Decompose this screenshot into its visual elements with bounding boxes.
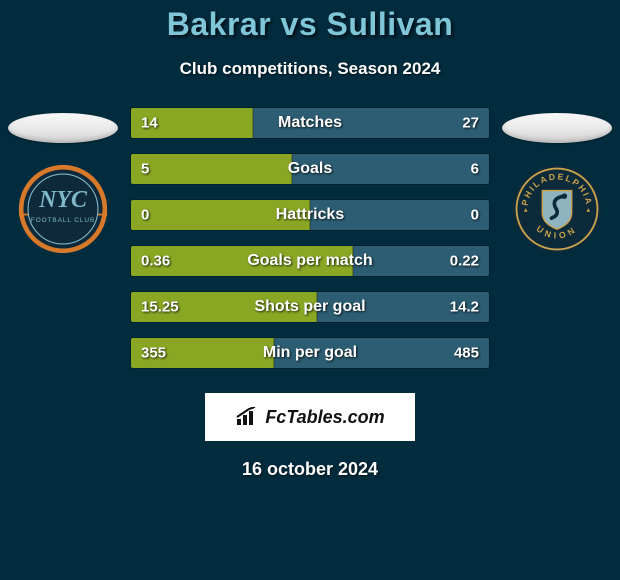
player-ellipse-left [8, 113, 118, 143]
player-ellipse-right [502, 113, 612, 143]
metric-row: 0.360.22Goals per match [130, 245, 490, 277]
right-player-column: PHILADELPHIA UNION [498, 107, 616, 255]
metric-row: 00Hattricks [130, 199, 490, 231]
metric-label: Goals [131, 160, 489, 178]
brand-text: FcTables.com [265, 407, 384, 428]
metric-label: Min per goal [131, 344, 489, 362]
crest-left-subtext: FOOTBALL CLUB [31, 217, 95, 224]
subtitle: Club competitions, Season 2024 [0, 59, 620, 79]
brand-box: FcTables.com [205, 393, 415, 441]
metrics-bars: 1427Matches 56Goals 00Hattricks 0.360.22Goa… [122, 107, 498, 383]
crest-left-monogram: NYC [38, 187, 88, 213]
club-crest-left: NYC FOOTBALL CLUB [17, 163, 109, 255]
page-title: Bakrar vs Sullivan [0, 6, 620, 43]
metric-label: Shots per goal [131, 298, 489, 316]
metric-label: Hattricks [131, 206, 489, 224]
comparison-card: Bakrar vs Sullivan Club competitions, Se… [0, 0, 620, 480]
main-row: NYC FOOTBALL CLUB 1427Matches 56Goals 00Ha… [0, 107, 620, 383]
brand-chart-icon [235, 407, 259, 427]
date-text: 16 october 2024 [0, 459, 620, 480]
metric-row: 1427Matches [130, 107, 490, 139]
metric-label: Goals per match [131, 252, 489, 270]
metric-row: 355485Min per goal [130, 337, 490, 369]
club-crest-right: PHILADELPHIA UNION [511, 163, 603, 255]
metric-row: 15.2514.2Shots per goal [130, 291, 490, 323]
metric-label: Matches [131, 114, 489, 132]
left-player-column: NYC FOOTBALL CLUB [4, 107, 122, 255]
metric-row: 56Goals [130, 153, 490, 185]
